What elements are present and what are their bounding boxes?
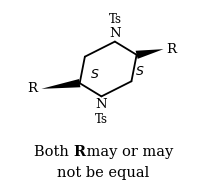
Text: N: N: [95, 98, 107, 111]
Text: R: R: [166, 43, 176, 56]
Text: not be equal: not be equal: [57, 166, 149, 180]
Text: R: R: [73, 145, 85, 159]
Text: $\mathit{S}$: $\mathit{S}$: [89, 68, 99, 81]
Text: N: N: [109, 27, 120, 40]
Polygon shape: [41, 79, 80, 89]
Text: R: R: [28, 82, 37, 95]
Polygon shape: [135, 49, 163, 59]
Text: Ts: Ts: [95, 113, 107, 126]
Text: $\mathit{S}$: $\mathit{S}$: [134, 65, 143, 78]
Text: Both: Both: [34, 145, 73, 159]
Text: may or may: may or may: [81, 145, 172, 159]
Text: Ts: Ts: [108, 12, 121, 26]
